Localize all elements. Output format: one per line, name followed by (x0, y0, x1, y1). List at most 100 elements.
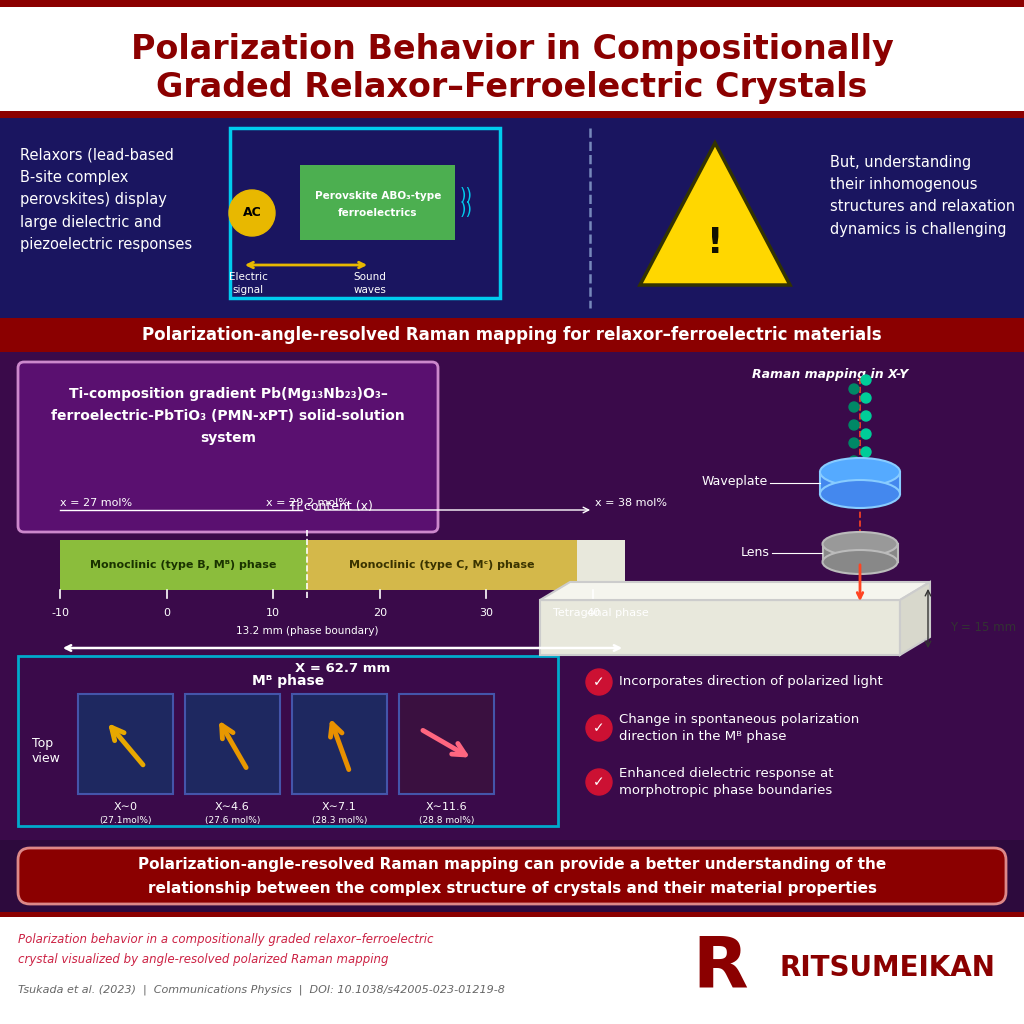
Bar (0, 840, 1024, 912)
Ellipse shape (820, 458, 900, 486)
Text: (28.3 mol%): (28.3 mol%) (312, 816, 368, 825)
Text: ferroelectrics: ferroelectrics (338, 208, 418, 218)
Text: system: system (200, 431, 256, 445)
Text: Mᴮ phase: Mᴮ phase (252, 674, 325, 688)
Text: ✓: ✓ (593, 675, 605, 689)
Bar (0, 912, 1024, 1024)
Text: Electric: Electric (228, 272, 267, 282)
Bar (0, 318, 1024, 352)
Bar (292, 694, 387, 794)
Text: 13.2 mm (phase boundary): 13.2 mm (phase boundary) (237, 626, 379, 636)
Text: X∼4.6: X∼4.6 (215, 802, 250, 812)
Text: Enhanced dielectric response at
morphotropic phase boundaries: Enhanced dielectric response at morphotr… (618, 767, 834, 797)
Circle shape (849, 420, 859, 430)
Circle shape (861, 411, 871, 421)
Ellipse shape (820, 480, 900, 508)
Bar (0, 118, 1024, 318)
Text: Change in spontaneous polarization
direction in the Mᴮ phase: Change in spontaneous polarization direc… (618, 714, 859, 742)
Bar (0, 912, 1024, 918)
Text: 30: 30 (479, 608, 494, 618)
Text: X∼0: X∼0 (114, 802, 137, 812)
Bar (399, 694, 494, 794)
Text: Ti-composition gradient Pb(Mg₁₃Nb₂₃)O₃–: Ti-composition gradient Pb(Mg₁₃Nb₂₃)O₃– (69, 387, 387, 401)
Circle shape (586, 715, 612, 741)
Text: ferroelectric-PbTiO₃ (PMN-xPT) solid-solution: ferroelectric-PbTiO₃ (PMN-xPT) solid-sol… (51, 409, 404, 423)
Text: 20: 20 (373, 608, 387, 618)
Text: ))
)): )) )) (460, 187, 473, 219)
Text: Polarization behavior in a compositionally graded relaxor–ferroelectric: Polarization behavior in a compositional… (18, 934, 433, 946)
Circle shape (849, 438, 859, 449)
Text: Incorporates direction of polarized light: Incorporates direction of polarized ligh… (618, 676, 883, 688)
Circle shape (861, 429, 871, 439)
FancyBboxPatch shape (18, 848, 1006, 904)
Circle shape (861, 375, 871, 385)
Circle shape (586, 669, 612, 695)
Text: Sound: Sound (353, 272, 386, 282)
Text: crystal visualized by angle-resolved polarized Raman mapping: crystal visualized by angle-resolved pol… (18, 953, 388, 967)
Text: ✓: ✓ (593, 775, 605, 790)
Text: !: ! (707, 226, 723, 260)
Bar (307, 540, 578, 590)
Text: Raman mapping in X-Y: Raman mapping in X-Y (752, 368, 908, 381)
Text: R: R (692, 934, 748, 1002)
Circle shape (849, 384, 859, 394)
Text: -10: -10 (51, 608, 69, 618)
Text: (27.6 mol%): (27.6 mol%) (205, 816, 260, 825)
Circle shape (229, 190, 275, 236)
Bar (60, 540, 307, 590)
Text: x = 38 mol%: x = 38 mol% (595, 498, 667, 508)
Text: AC: AC (243, 207, 261, 219)
Text: signal: signal (232, 285, 263, 295)
Circle shape (861, 393, 871, 403)
Ellipse shape (822, 532, 897, 556)
Bar (18, 656, 558, 826)
Bar (820, 472, 900, 494)
Text: x = 27 mol%: x = 27 mol% (60, 498, 132, 508)
Text: RITSUMEIKAN: RITSUMEIKAN (780, 954, 996, 982)
Text: ✓: ✓ (593, 721, 605, 735)
Text: X = 62.7 mm: X = 62.7 mm (295, 662, 390, 675)
Text: 0: 0 (163, 608, 170, 618)
Circle shape (861, 447, 871, 457)
Text: X∼7.1: X∼7.1 (323, 802, 357, 812)
Bar (0, 0, 1024, 118)
Text: Tetragonal phase: Tetragonal phase (553, 608, 649, 618)
Text: Ti content (x): Ti content (x) (289, 500, 373, 513)
Ellipse shape (822, 550, 897, 574)
Bar (0, 0, 1024, 7)
Bar (0, 648, 1024, 840)
Circle shape (586, 769, 612, 795)
Bar (185, 694, 280, 794)
Text: (28.8 mol%): (28.8 mol%) (419, 816, 474, 825)
Bar (19, 657, 557, 825)
Bar (578, 540, 625, 590)
Text: x = 29.2 mol%: x = 29.2 mol% (266, 498, 349, 508)
Text: X∼11.6: X∼11.6 (426, 802, 467, 812)
Text: Relaxors (lead-based
B-site complex
perovskites) display
large dielectric and
pi: Relaxors (lead-based B-site complex pero… (20, 148, 193, 252)
Bar (0, 111, 1024, 118)
Text: Tsukada et al. (2023)  |  Communications Physics  |  DOI: 10.1038/s42005-023-012: Tsukada et al. (2023) | Communications P… (18, 985, 505, 995)
Bar (230, 128, 500, 298)
Bar (0, 352, 1024, 648)
Text: Polarization Behavior in Compositionally: Polarization Behavior in Compositionally (131, 34, 893, 67)
Text: Monoclinic (type C, Mᶜ) phase: Monoclinic (type C, Mᶜ) phase (349, 560, 535, 570)
Circle shape (849, 456, 859, 466)
Text: 40: 40 (586, 608, 600, 618)
Text: Perovskite ABO₃-type: Perovskite ABO₃-type (314, 191, 441, 201)
Polygon shape (640, 143, 790, 285)
Text: Lens: Lens (741, 546, 770, 558)
Circle shape (849, 402, 859, 412)
FancyBboxPatch shape (18, 362, 438, 532)
Text: Polarization-angle-resolved Raman mapping for relaxor–ferroelectric materials: Polarization-angle-resolved Raman mappin… (142, 326, 882, 344)
Bar (540, 600, 900, 655)
Polygon shape (540, 582, 930, 600)
Text: Monoclinic (type B, Mᴮ) phase: Monoclinic (type B, Mᴮ) phase (90, 560, 276, 570)
Bar (300, 165, 455, 240)
Bar (78, 694, 173, 794)
Text: relationship between the complex structure of crystals and their material proper: relationship between the complex structu… (147, 881, 877, 896)
Text: Waveplate: Waveplate (701, 475, 768, 488)
Text: Polarization-angle-resolved Raman mapping can provide a better understanding of : Polarization-angle-resolved Raman mappin… (138, 857, 886, 872)
Bar (823, 544, 898, 562)
Text: But, understanding
their inhomogenous
structures and relaxation
dynamics is chal: But, understanding their inhomogenous st… (830, 155, 1015, 237)
Text: 10: 10 (266, 608, 281, 618)
